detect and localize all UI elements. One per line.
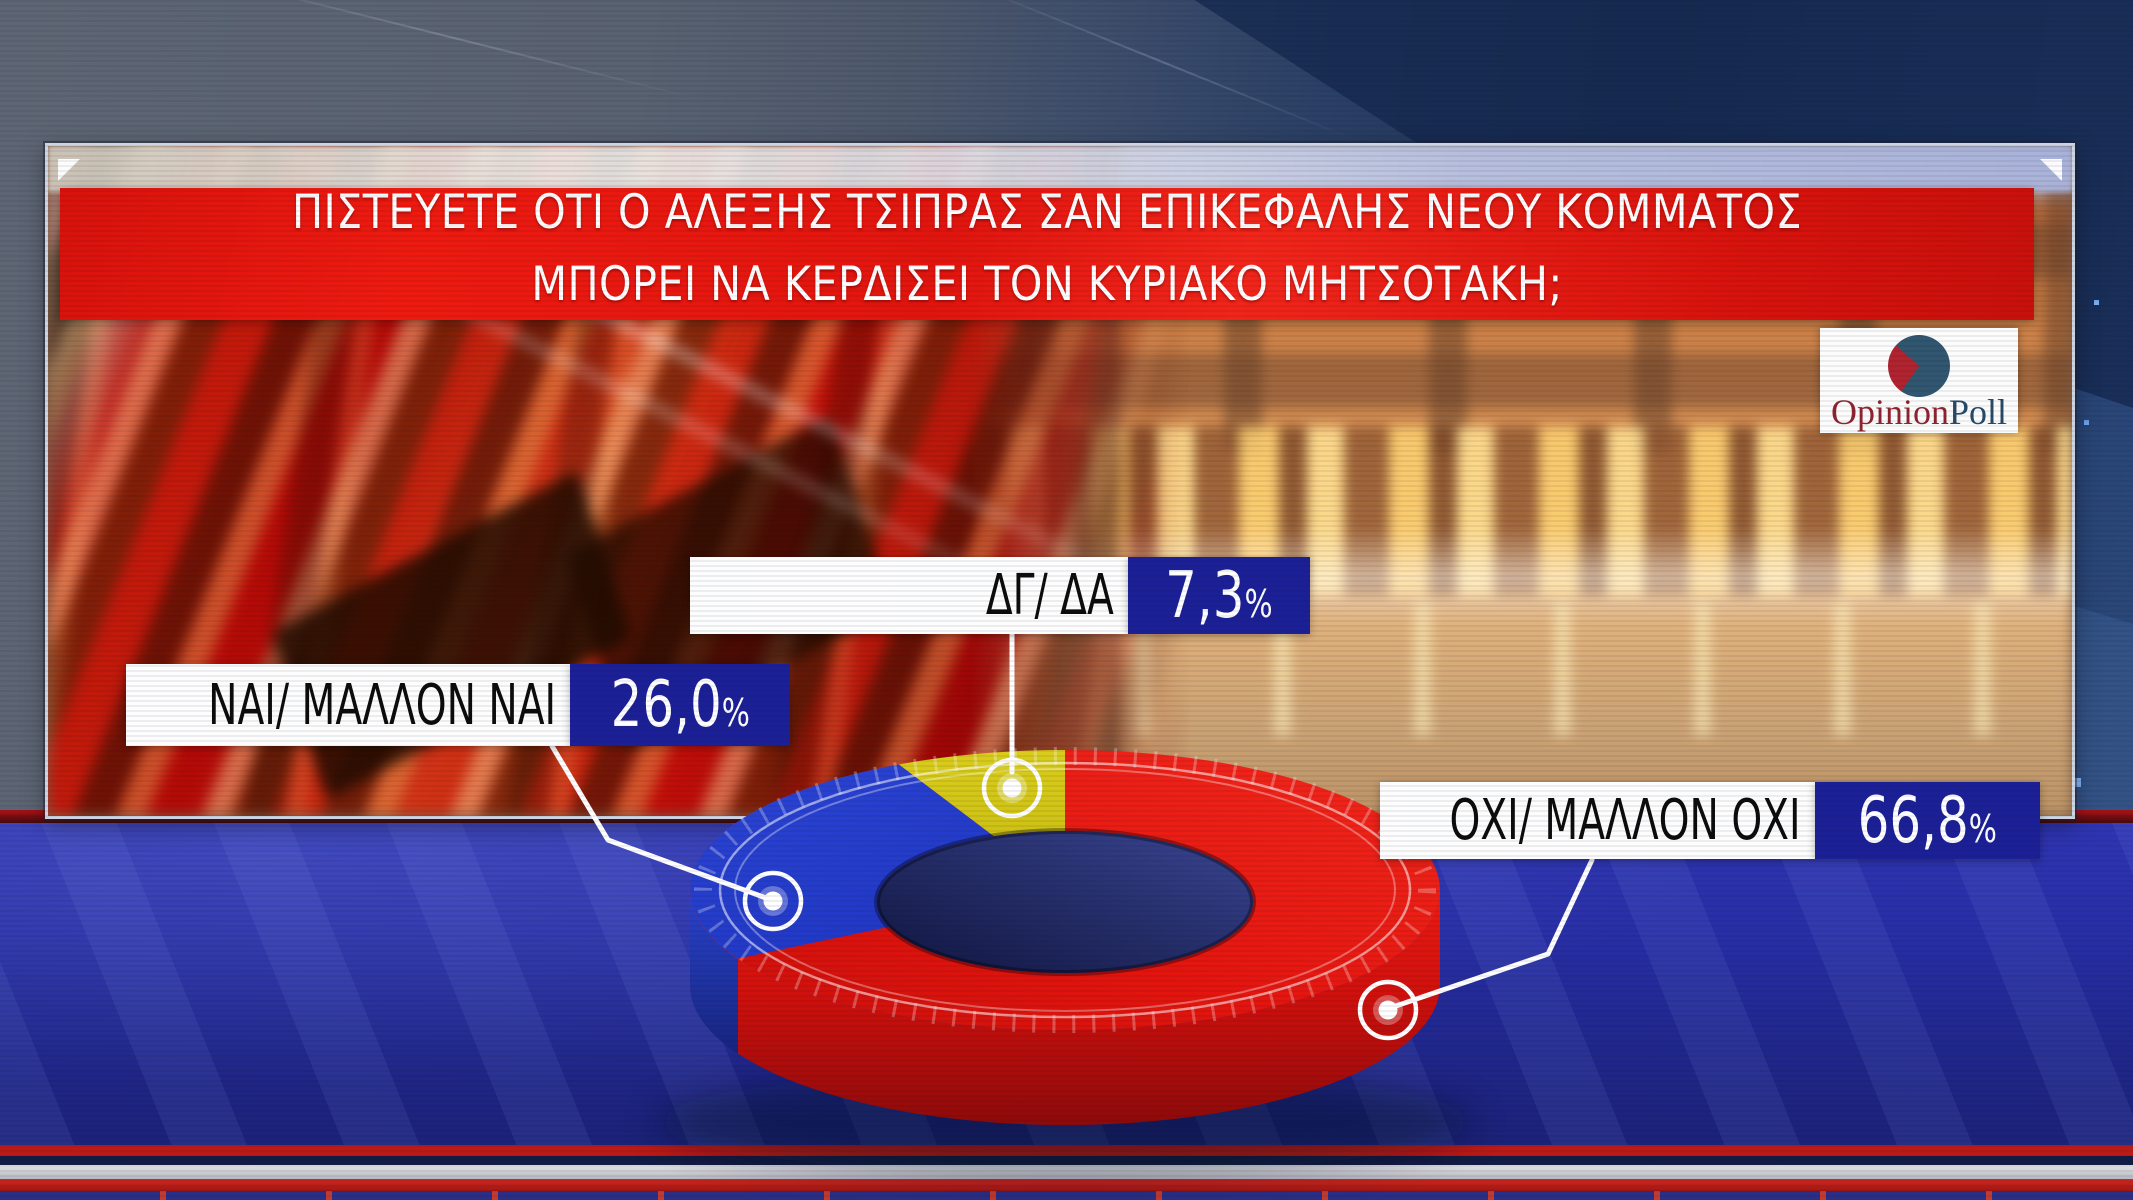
- callout-yes: ΝΑΙ/ ΜΑΛΛΟΝ ΝΑΙ 26,0%: [126, 664, 790, 746]
- callout-no-value-box: 66,8%: [1815, 782, 2040, 859]
- frame-corner-mark-right: [2040, 159, 2062, 181]
- question-line-1: ΠΙΣΤΕΥΕΤΕ ΟΤΙ Ο ΑΛΕΞΗΣ ΤΣΙΠΡΑΣ ΣΑΝ ΕΠΙΚΕ…: [291, 185, 1803, 240]
- callout-dontknow-value: 7,3: [1165, 558, 1245, 633]
- callout-dontknow: ΔΓ/ ΔΑ 7,3%: [690, 557, 1310, 634]
- question-line-2: ΜΠΟΡΕΙ ΝΑ ΚΕΡΔΙΣΕΙ ΤΟΝ ΚΥΡΙΑΚΟ ΜΗΤΣΟΤΑΚΗ…: [531, 257, 1563, 312]
- callout-yes-value-box: 26,0%: [570, 664, 790, 746]
- callout-yes-label: ΝΑΙ/ ΜΑΛΛΟΝ ΝΑΙ: [208, 672, 556, 738]
- background-map-dots: [2094, 300, 2099, 305]
- percent-sign: %: [721, 691, 750, 735]
- callout-no: ΟΧΙ/ ΜΑΛΛΟΝ ΟΧΙ 66,8%: [1380, 782, 2040, 859]
- panel-top-haze: [48, 146, 2072, 192]
- background-streak: [197, 0, 703, 101]
- frame-corner-mark-left: [58, 159, 80, 181]
- studio-floor: [0, 815, 2133, 1148]
- bottom-band-red2: [0, 1179, 2133, 1191]
- bottom-band-grey: [0, 1165, 2133, 1179]
- percent-sign: %: [1968, 806, 1998, 851]
- callout-dontknow-label-box: ΔΓ/ ΔΑ: [690, 557, 1128, 634]
- callout-yes-label-box: ΝΑΙ/ ΜΑΛΛΟΝ ΝΑΙ: [126, 664, 570, 746]
- callout-dontknow-value-box: 7,3%: [1128, 557, 1310, 634]
- photo-panel: ΠΙΣΤΕΥΕΤΕ ΟΤΙ Ο ΑΛΕΞΗΣ ΤΣΙΠΡΑΣ ΣΑΝ ΕΠΙΚΕ…: [45, 143, 2075, 819]
- bottom-band-blue-grid: [0, 1191, 2133, 1200]
- bottom-band-red: [0, 1145, 2133, 1156]
- percent-sign: %: [1244, 581, 1273, 626]
- callout-yes-value: 26,0: [610, 668, 722, 742]
- question-banner: ΠΙΣΤΕΥΕΤΕ ΟΤΙ Ο ΑΛΕΞΗΣ ΤΣΙΠΡΑΣ ΣΑΝ ΕΠΙΚΕ…: [60, 185, 2034, 320]
- pie-chart-icon: [1888, 335, 1950, 397]
- callout-no-label: ΟΧΙ/ ΜΑΛΛΟΝ ΟΧΙ: [1449, 788, 1801, 853]
- callout-no-value: 66,8: [1857, 783, 1969, 858]
- logo-wordmark: OpinionPoll: [1830, 392, 2008, 432]
- callout-dontknow-label: ΔΓ/ ΔΑ: [986, 563, 1114, 628]
- callout-no-label-box: ΟΧΙ/ ΜΑΛΛΟΝ ΟΧΙ: [1380, 782, 1815, 859]
- opinionpoll-logo: OpinionPoll: [1820, 328, 2018, 433]
- bottom-band-navy: [0, 1156, 2133, 1165]
